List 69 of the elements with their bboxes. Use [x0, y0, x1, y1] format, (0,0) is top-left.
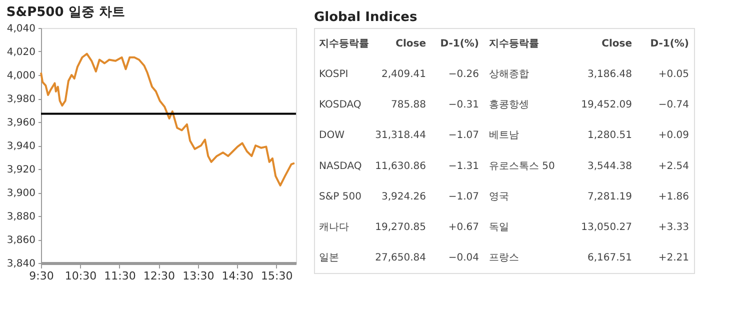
text: −0.04	[448, 252, 479, 264]
x-tick-label: 12:30	[143, 270, 176, 282]
text: −0.74	[658, 100, 689, 111]
text: −0.31	[448, 100, 479, 111]
y-tick-label: 3,900	[6, 188, 36, 199]
text: 13,050.27	[581, 222, 632, 234]
text: +1.86	[658, 191, 689, 202]
text: KOSDAQ	[319, 100, 362, 111]
text: D-1(%)	[440, 38, 479, 50]
text: 영국	[489, 191, 509, 202]
text: 캐나다	[319, 222, 349, 234]
y-tick-label: 3,880	[6, 212, 36, 222]
text: +2.54	[658, 160, 689, 172]
text: 홍콩항셍	[489, 100, 529, 111]
text: D-1(%)	[650, 38, 689, 50]
y-tick-label: 4,020	[6, 47, 36, 58]
text: 27,650.84	[375, 252, 426, 264]
x-tick-label: 15:30	[261, 270, 293, 282]
text: −1.07	[448, 191, 479, 202]
y-tick-label: 4,040	[6, 24, 36, 34]
text: 7,281.19	[587, 191, 632, 202]
y-tick-label: 3,840	[6, 258, 36, 270]
chart-title: S&P500 일중 차트	[6, 5, 125, 20]
text: +0.05	[658, 68, 689, 80]
text: S&P 500	[319, 191, 362, 202]
text: 일본	[319, 252, 339, 264]
text: 유로스톡스 50	[489, 160, 555, 172]
text: −1.31	[448, 160, 479, 172]
text: Close	[602, 38, 632, 50]
text: 상해종합	[489, 68, 529, 80]
y-tick-label: 4,000	[6, 70, 36, 82]
y-tick-label: 3,860	[6, 235, 36, 246]
text: −0.26	[448, 68, 479, 80]
text: 19,452.09	[581, 100, 632, 111]
text: 2,409.41	[381, 68, 426, 80]
text: 11,630.86	[375, 160, 426, 172]
x-tick-label: 14:30	[222, 270, 254, 282]
text: 785.88	[391, 100, 426, 111]
text: 19,270.85	[375, 222, 426, 234]
text: +0.09	[658, 130, 689, 142]
text: Global Indices	[314, 10, 418, 25]
text: 3,544.38	[587, 160, 632, 172]
text: 1,280.51	[587, 130, 632, 142]
y-tick-label: 3,920	[6, 164, 36, 176]
text: 지수등락률	[319, 38, 369, 50]
text: 프랑스	[489, 252, 519, 264]
text: +2.21	[658, 252, 689, 264]
text: +0.67	[448, 222, 479, 234]
text: 독일	[489, 222, 509, 234]
text: KOSPI	[319, 68, 348, 80]
x-tick-label: 13:30	[182, 270, 214, 282]
text: 베트남	[489, 130, 519, 142]
y-tick-label: 3,960	[6, 118, 36, 128]
line-series	[40, 52, 296, 186]
text: 3,186.48	[587, 68, 632, 80]
x-tick-label: 10:30	[64, 270, 97, 282]
text: DOW	[319, 130, 345, 142]
y-tick-label: 3,980	[6, 94, 36, 105]
text: 6,167.51	[587, 252, 632, 264]
y-tick-label: 3,940	[6, 141, 36, 152]
x-tick-label: 9:30	[29, 270, 54, 282]
text: 지수등락률	[489, 38, 539, 50]
text: −1.07	[448, 130, 479, 142]
text: +3.33	[658, 222, 689, 234]
text: Close	[396, 38, 426, 50]
text: 3,924.26	[381, 191, 426, 202]
text: NASDAQ	[319, 160, 362, 172]
text: 31,318.44	[375, 130, 426, 142]
x-tick-label: 11:30	[104, 270, 136, 282]
